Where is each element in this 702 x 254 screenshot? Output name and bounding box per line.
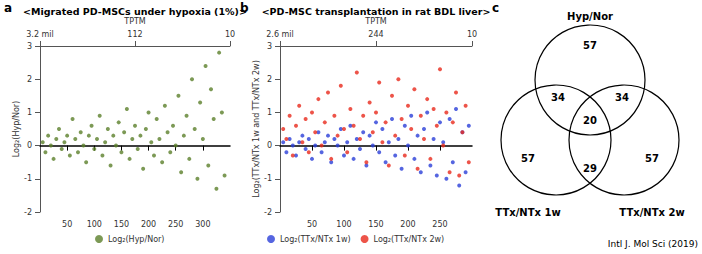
svg-text:3: 3: [27, 42, 32, 51]
svg-text:100: 100: [336, 220, 351, 229]
svg-text:Intl J. Mol Sci (2019): Intl J. Mol Sci (2019): [608, 239, 698, 249]
svg-text:-1: -1: [24, 174, 32, 183]
svg-text:150: 150: [114, 220, 129, 229]
svg-text:34: 34: [551, 92, 565, 103]
svg-text:200: 200: [400, 220, 415, 229]
svg-text:<PD-MSC transplantation in rat: <PD-MSC transplantation in rat BDL liver…: [262, 6, 491, 17]
svg-text:50: 50: [307, 220, 317, 229]
svg-text:a: a: [4, 1, 12, 15]
svg-text:TPTM: TPTM: [123, 17, 146, 26]
svg-text:34: 34: [615, 92, 629, 103]
svg-text:50: 50: [62, 220, 72, 229]
svg-text:112: 112: [127, 30, 142, 39]
svg-text:3: 3: [267, 42, 272, 51]
svg-text:0: 0: [267, 141, 272, 150]
svg-text:Log₂(TTx/NTx 1w): Log₂(TTx/NTx 1w): [280, 235, 351, 244]
svg-text:3.2 mil: 3.2 mil: [26, 30, 54, 39]
svg-text:-2: -2: [24, 208, 32, 217]
svg-text:150: 150: [368, 220, 383, 229]
svg-text:250: 250: [432, 220, 447, 229]
svg-text:300: 300: [195, 220, 210, 229]
svg-text:TTx/NTx 1w: TTx/NTx 1w: [495, 207, 560, 218]
svg-text:10: 10: [467, 30, 477, 39]
svg-text:b: b: [240, 1, 249, 15]
svg-text:Log₂(Hyp/Nor): Log₂(Hyp/Nor): [12, 101, 21, 157]
svg-text:244: 244: [368, 30, 383, 39]
svg-text:20: 20: [583, 115, 597, 126]
svg-text:29: 29: [583, 163, 597, 174]
svg-text:1: 1: [267, 108, 272, 117]
svg-text:57: 57: [583, 40, 597, 51]
svg-text:Hyp/Nor: Hyp/Nor: [567, 11, 613, 22]
svg-text:2: 2: [27, 75, 32, 84]
svg-text:57: 57: [521, 153, 535, 164]
svg-text:Log₂(TTx/NTx 2w): Log₂(TTx/NTx 2w): [374, 235, 445, 244]
svg-text:2: 2: [267, 75, 272, 84]
svg-text:1: 1: [27, 108, 32, 117]
svg-text:57: 57: [645, 153, 659, 164]
svg-text:Log₂(TTx/NTx 1w and TTx/NTx 2w: Log₂(TTx/NTx 1w and TTx/NTx 2w): [252, 60, 261, 198]
svg-text:10: 10: [225, 30, 235, 39]
svg-text:-2: -2: [264, 208, 272, 217]
svg-text:c: c: [492, 1, 499, 15]
svg-text:TTx/NTx 2w: TTx/NTx 2w: [619, 207, 684, 218]
svg-text:<Migrated PD-MSCs under hypoxi: <Migrated PD-MSCs under hypoxia (1%)>: [23, 6, 247, 17]
svg-text:2.6 mil: 2.6 mil: [266, 30, 294, 39]
svg-text:Log₂(Hyp/Nor): Log₂(Hyp/Nor): [108, 235, 164, 244]
svg-text:TPTM: TPTM: [364, 17, 387, 26]
svg-text:-1: -1: [264, 174, 272, 183]
svg-text:0: 0: [27, 141, 32, 150]
svg-text:200: 200: [141, 220, 156, 229]
svg-text:100: 100: [87, 220, 102, 229]
svg-text:250: 250: [168, 220, 183, 229]
